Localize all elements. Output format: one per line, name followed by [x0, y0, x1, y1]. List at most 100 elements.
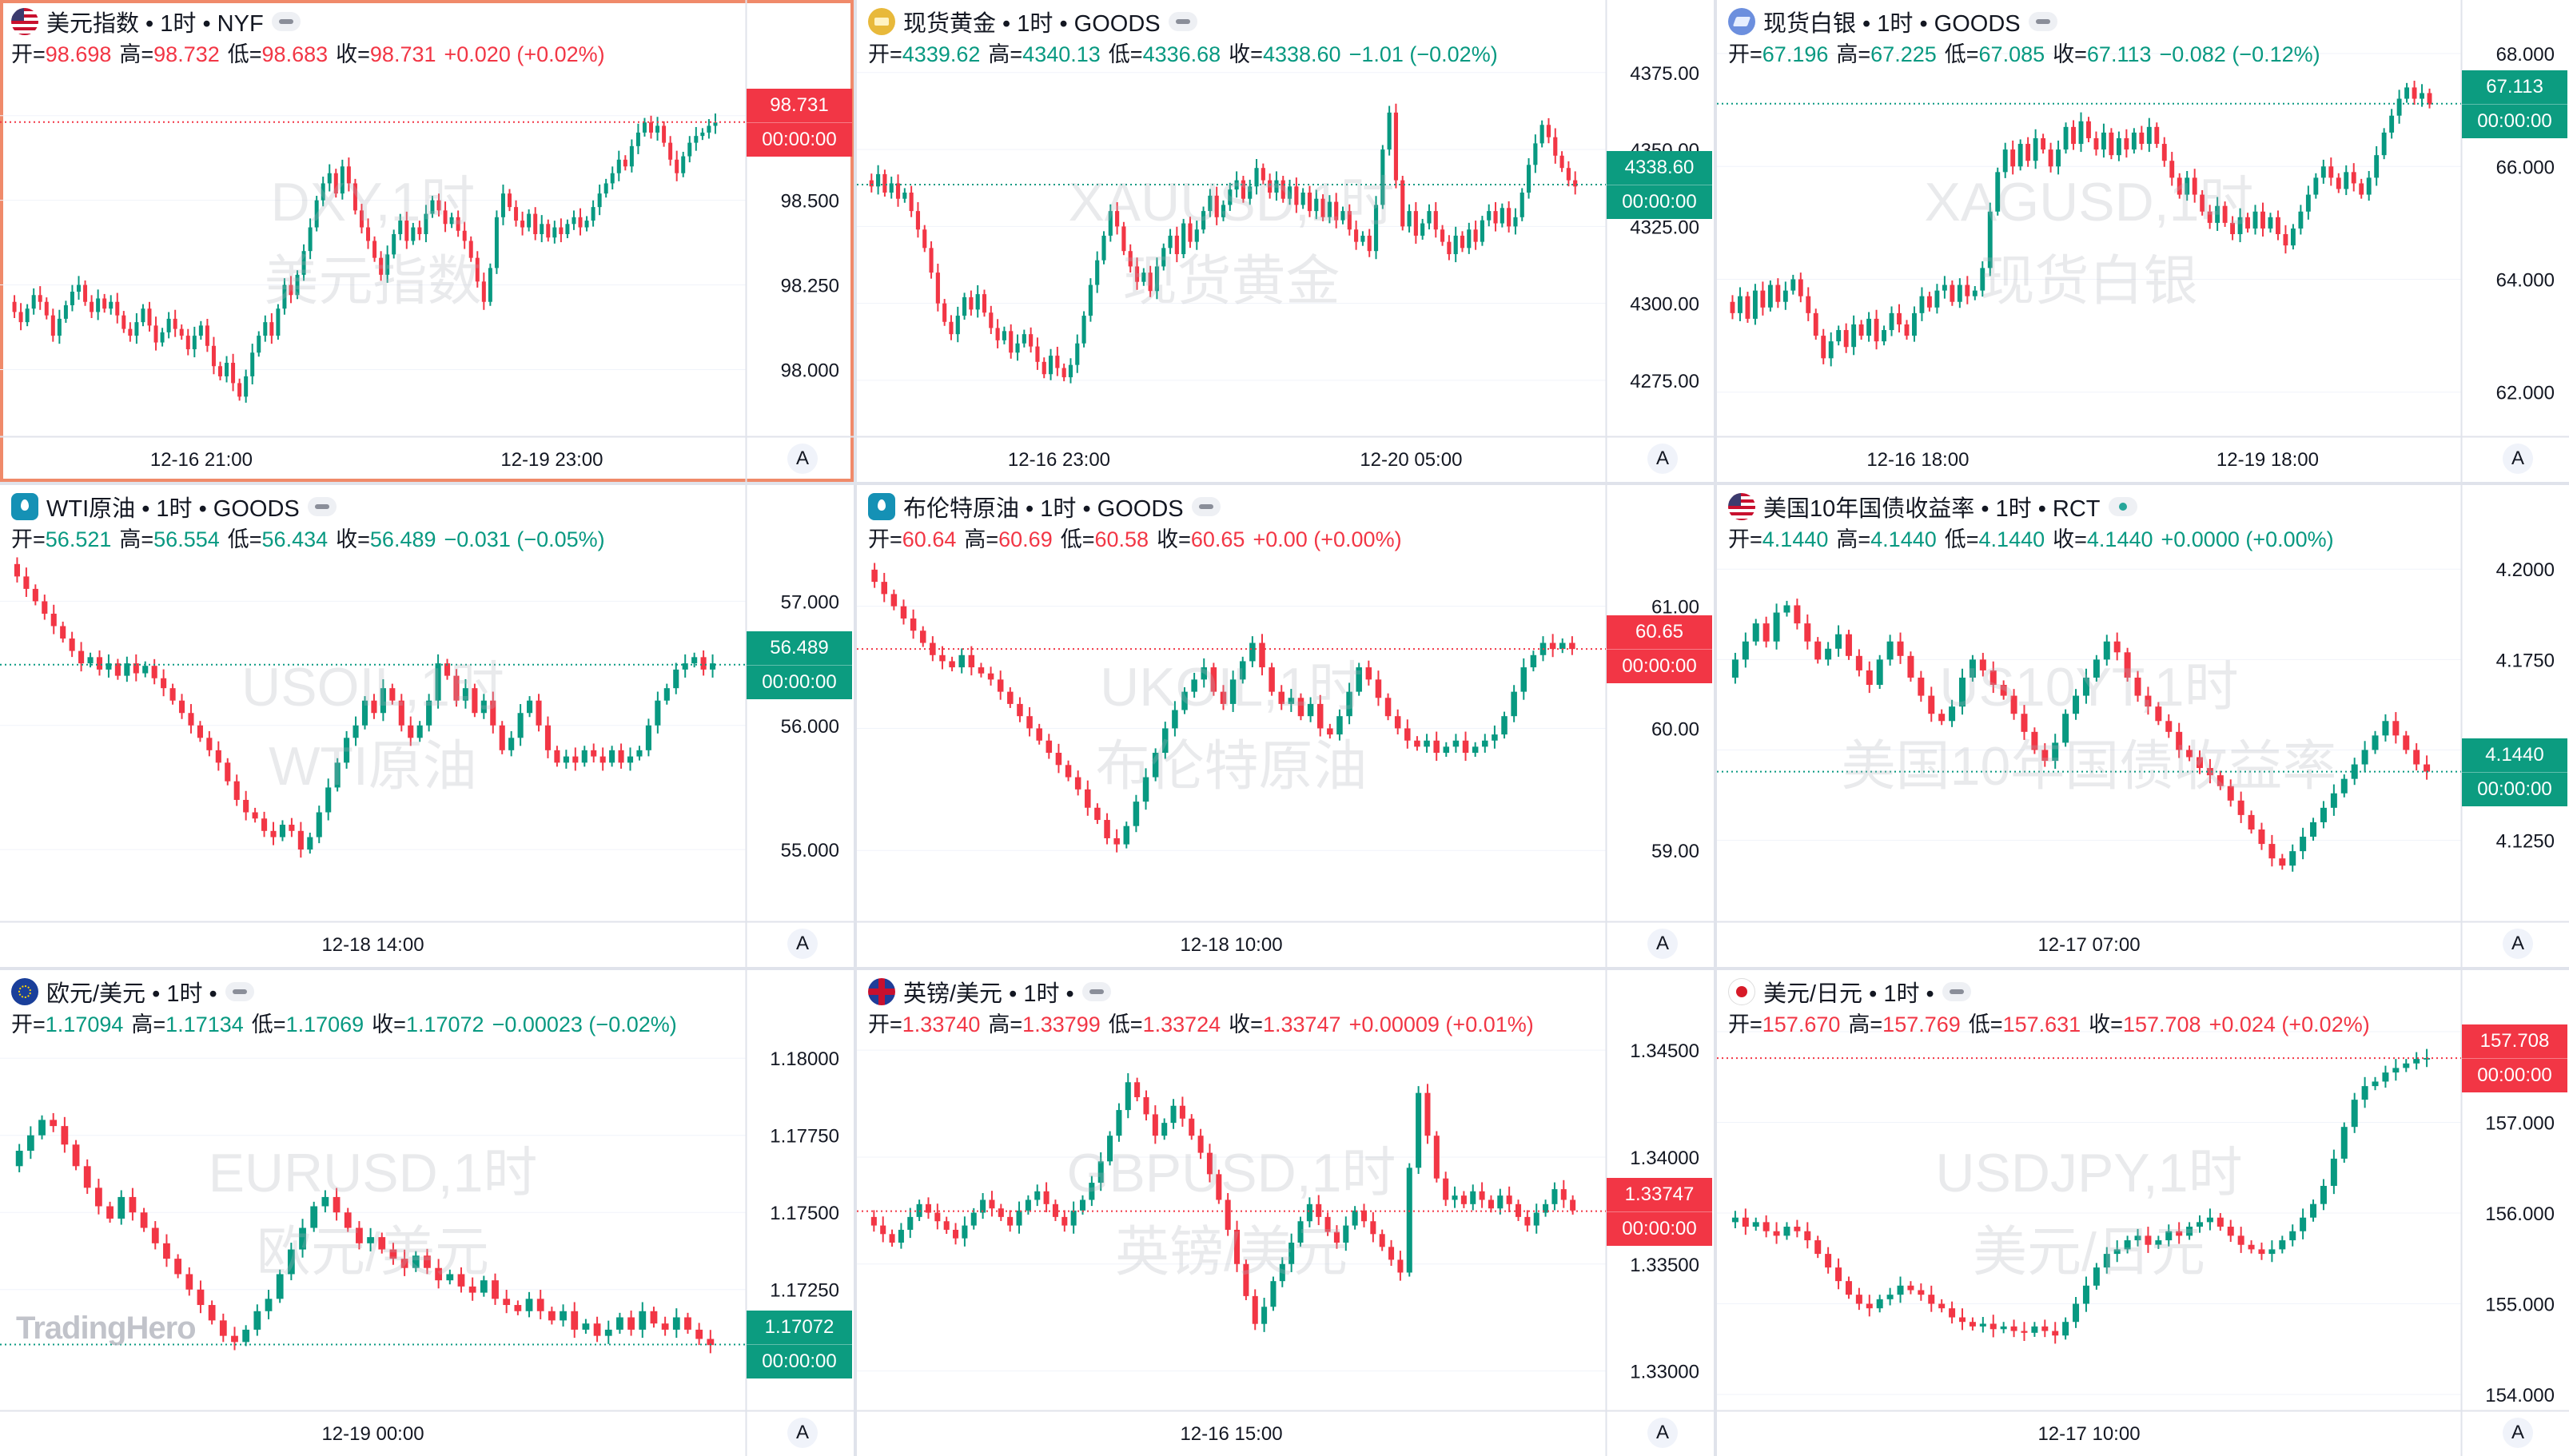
auto-scale-button[interactable]: A	[1647, 1418, 1678, 1448]
candle-body	[1414, 740, 1420, 747]
candle-body	[1365, 667, 1372, 680]
candle-body	[581, 750, 587, 763]
candle	[1179, 1096, 1185, 1127]
candle-body	[26, 1135, 34, 1152]
symbol-title[interactable]: 美国10年国债收益率 • 1时 • RCT	[1763, 496, 2101, 522]
candle-body	[1424, 1092, 1431, 1136]
candle-body	[106, 1206, 114, 1219]
auto-scale-button[interactable]: A	[2503, 929, 2533, 959]
candle	[1201, 206, 1206, 234]
symbol-title[interactable]: 美元指数 • 1时 • NYF	[46, 11, 264, 37]
candle-body	[958, 654, 965, 668]
candle-body	[618, 750, 624, 763]
time-axis-label: 12-17 10:00	[2037, 1423, 2140, 1445]
auto-scale-button[interactable]: A	[2503, 444, 2533, 474]
price-chart[interactable]: 154.000155.000156.000157.000158.00012-17…	[1717, 970, 2569, 1456]
candle-body	[536, 1299, 544, 1311]
candle-body	[1835, 634, 1842, 649]
candle	[2372, 1076, 2379, 1091]
candle-body	[147, 308, 152, 326]
chart-panel[interactable]: 62.000 64.000 66.000 68.000 12-16 18:00 12-19…	[1717, 0, 2569, 482]
candle	[2206, 1208, 2213, 1231]
candle-body	[270, 830, 277, 837]
symbol-title[interactable]: 现货黄金 • 1时 • GOODS	[903, 11, 1161, 37]
candle-body	[231, 1335, 238, 1343]
candle	[2330, 784, 2337, 816]
candle	[346, 157, 351, 192]
candle	[2002, 142, 2008, 178]
candle	[584, 216, 589, 232]
candle	[2186, 1222, 2193, 1240]
candle	[1742, 632, 1749, 668]
chart-panel[interactable]: 59.00 60.00 61.00 12-18 10:00 布伦特原油 • 1时 • G…	[857, 485, 1714, 967]
grid-lines	[857, 72, 1606, 381]
candle-body	[1216, 1174, 1222, 1200]
symbol-title[interactable]: WTI原油 • 1时 • GOODS	[46, 496, 300, 522]
close-value: 1.17072	[405, 1012, 484, 1036]
symbol-title[interactable]: 布伦特原油 • 1时 • GOODS	[903, 496, 1184, 522]
symbol-title[interactable]: 欧元/美元 • 1时 •	[46, 981, 217, 1007]
symbol-header[interactable]: 英镑/美元 • 1时 •	[868, 975, 1111, 1008]
candle-body	[668, 142, 673, 160]
chart-panel[interactable]: 55.000 56.000 57.000 12-18 14:00 WTI原油 • 1时 …	[0, 485, 854, 967]
symbol-header[interactable]: 欧元/美元 • 1时 •	[11, 975, 254, 1008]
candle	[1560, 1180, 1567, 1208]
candle	[380, 678, 386, 722]
candle	[1172, 701, 1178, 737]
auto-scale-button[interactable]: A	[787, 1418, 818, 1448]
candle-body	[1511, 691, 1517, 717]
candle	[426, 694, 432, 732]
candle	[998, 1203, 1004, 1221]
symbol-header[interactable]: 美元指数 • 1时 • NYF	[11, 5, 301, 38]
price-axis-label: 1.33000	[1630, 1362, 1699, 1383]
candle	[2374, 145, 2380, 186]
candle	[198, 320, 203, 340]
chart-panel[interactable]: 1.17250 1.17500 1.17750 1.18000 12-19 00:00 欧…	[0, 970, 854, 1456]
chart-panel[interactable]: 1.33000 1.33500 1.34000 1.34500 12-16 15:00 英…	[857, 970, 1714, 1456]
symbol-header[interactable]: 美元/日元 • 1时 •	[1728, 975, 1971, 1008]
symbol-header[interactable]: 美国10年国债收益率 • 1时 • RCT	[1728, 490, 2137, 523]
candle	[2000, 680, 2007, 700]
candle-body	[1452, 1195, 1458, 1200]
candle	[2093, 654, 2100, 682]
candle	[147, 301, 152, 332]
candle-body	[2154, 126, 2160, 145]
candle-body	[525, 1299, 533, 1311]
symbol-header[interactable]: 现货白银 • 1时 • GOODS	[1728, 5, 2057, 38]
candle	[2103, 1247, 2110, 1274]
candle	[1210, 662, 1217, 696]
candle	[1015, 334, 1020, 361]
candle-body	[1519, 193, 1524, 217]
price-chart[interactable]: 4275.004300.004325.004350.004375.0012-16…	[857, 0, 1714, 482]
candle	[1773, 603, 1780, 650]
symbol-title[interactable]: 现货白银 • 1时 • GOODS	[1763, 11, 2021, 37]
auto-scale-button[interactable]: A	[1647, 929, 1678, 959]
auto-scale-button[interactable]: A	[787, 444, 818, 474]
auto-scale-button[interactable]: A	[2503, 1418, 2533, 1448]
chart-panel[interactable]: 154.000155.000156.000157.000158.00012-17…	[1717, 970, 2569, 1456]
candle	[173, 309, 177, 337]
auto-scale-button[interactable]: A	[787, 929, 818, 959]
chart-panel[interactable]: 4275.004300.004325.004350.004375.0012-16…	[857, 0, 1714, 482]
candle-body	[1858, 324, 1864, 336]
candle	[1314, 189, 1319, 220]
symbol-header[interactable]: 现货黄金 • 1时 • GOODS	[868, 5, 1197, 38]
auto-scale-button[interactable]: A	[1647, 444, 1678, 474]
symbol-header[interactable]: WTI原油 • 1时 • GOODS	[11, 490, 337, 523]
candle-body	[591, 207, 595, 221]
candle	[352, 178, 357, 215]
candle	[925, 1197, 932, 1219]
symbol-title[interactable]: 英镑/美元 • 1时 •	[903, 981, 1074, 1007]
symbol-title[interactable]: 美元/日元 • 1时 •	[1763, 981, 1934, 1007]
symbol-header[interactable]: 布伦特原油 • 1时 • GOODS	[868, 490, 1221, 523]
candle	[1427, 204, 1432, 230]
